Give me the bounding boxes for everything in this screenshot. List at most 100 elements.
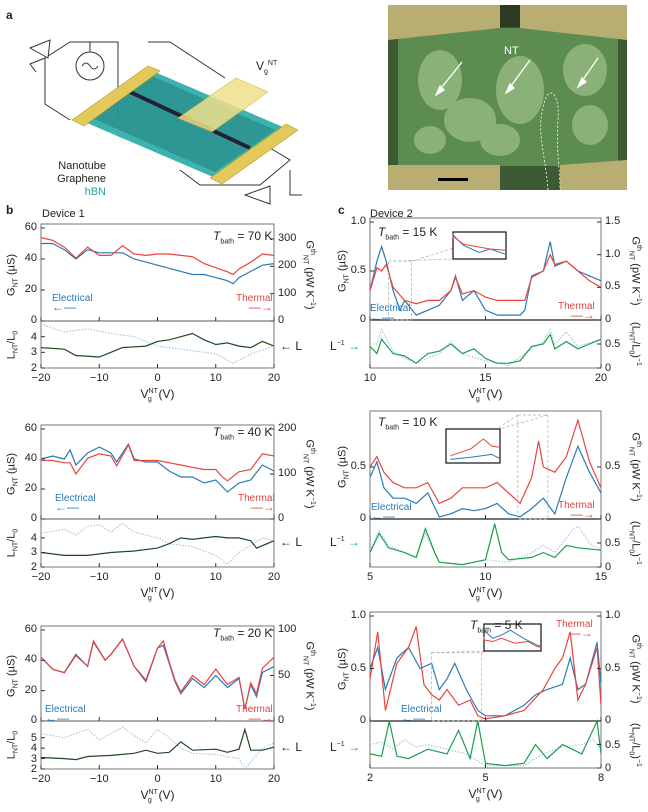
x-axis-label: VNTg (V) [141,789,175,805]
lorenz-series [41,332,274,358]
x-tick-label: 20 [268,572,280,583]
chart-panel-3 [40,625,275,770]
gate-electrode [177,77,269,133]
text: G [5,486,18,495]
text: NT [12,477,20,487]
lorenz-marker: ← L [280,535,303,549]
text: NT [301,254,309,264]
text: L [295,740,303,754]
y-axis-label-thermal: GthNT (pW K−1) [627,432,642,502]
lorenz-series [370,523,601,566]
y-lower-right-tick-label: 0 [605,763,611,774]
x-tick-label: 15 [595,572,607,583]
text: = 5 K [494,618,523,632]
y-tick-label: 60 [24,422,37,434]
x-tick-label: 10 [210,774,222,785]
x-axis-label: VNTg (V) [141,587,175,603]
y-lower-tick-label: 4 [30,742,37,755]
electrical-series [41,442,274,493]
text: T [213,425,221,439]
text: T [378,225,386,239]
text: (pW K [303,266,316,298]
y-tick-label: 1.0 [351,216,366,227]
scale-bar [438,178,468,181]
electrode-right [209,123,299,185]
text: th [309,248,317,255]
text: th [309,649,317,656]
text: G [629,432,642,442]
y-lower-right-tick-label: 0.5 [605,538,620,549]
y-axis-label-electrical: GNT (µS) [337,250,351,292]
text: G [336,479,349,488]
y-right-tick-label: 0.5 [605,461,620,472]
y-right-tick-label: 100 [278,286,297,299]
text: L [5,551,18,558]
text: ) [629,301,642,306]
text: bath [220,635,234,643]
lorenz-series [41,535,274,557]
text: ) [629,497,642,502]
y-axis-label-thermal: GthNT (pW K−1) [301,641,317,710]
x-tick-label: −10 [89,773,109,785]
text: Thermal [556,619,593,630]
y-axis-label-electrical: GNT (µS) [337,648,351,690]
text: (V) [158,387,175,401]
text: V [468,387,477,401]
y-right-tick-label: 100 [278,624,296,635]
inset-box [452,231,507,260]
y-tick-label: 0 [31,513,37,524]
text: th [309,448,317,454]
y-lower-tick-label: 2 [30,561,37,573]
y-right-tick-label: 200 [278,423,296,434]
gate-voltage-label: VgNT [256,60,277,75]
y-tick-label: 20 [24,482,37,494]
thermal-legend: Thermal —→ [556,619,593,640]
y-tick-label: 40 [25,453,37,464]
electrode-left [71,65,161,127]
y-right-tick-label: 0 [278,714,285,726]
y-lower-tick-label: 2 [30,763,37,775]
lorenz-dotted-series [370,328,601,367]
y-lower-tick-label: 4 [30,531,37,544]
text: T [213,626,221,640]
text: V [140,387,149,401]
text: g [475,396,480,404]
inset-electrical-series [452,234,507,255]
text: L [330,339,337,353]
text: NT [627,250,635,261]
x-tick-label: 20 [267,773,281,785]
text: g [147,595,152,603]
text: G [303,439,316,449]
text: −1 [635,691,643,700]
text: = 40 K [237,425,273,439]
charts [40,217,602,770]
x-tick-label: −20 [32,572,51,583]
y-right-tick-label: 0.5 [605,280,621,293]
y-tick-label: 1.0 [350,609,366,621]
y-axis-label-electrical: GNT (µS) [6,655,20,697]
y-right-tick-label: 0 [605,314,611,325]
text: NT [627,732,635,742]
text: (pW K [629,459,642,490]
x-tick-label: −20 [32,373,51,384]
text: (pW K [629,660,642,692]
y-right-tick-label: 0 [605,714,612,726]
y-tick-label: 1.0 [350,215,366,227]
inset-electrical-series [450,453,501,460]
y-right-tick-label: 0 [605,313,612,325]
text: g [147,797,152,805]
y-right-tick-label: 0 [605,513,611,524]
y-right-tick-label: 1.0 [605,248,620,260]
y-tick-label: 0 [30,512,37,524]
y-tick-label: 20 [25,483,37,494]
y-lower-right-tick-label: 0.5 [605,338,621,350]
x-tick-label: 10 [209,372,222,384]
y-axis-label-inverse-lorenz: (LNT/L0)−1 [627,322,643,366]
x-tick-label: 2 [366,772,374,784]
lorenz-series [41,727,274,761]
text: −1 [635,357,643,366]
y-right-tick-label: 50 [278,669,290,681]
chart-panel-5 [369,410,602,568]
x-tick-label: 8 [598,773,604,784]
text: Thermal [236,704,273,715]
